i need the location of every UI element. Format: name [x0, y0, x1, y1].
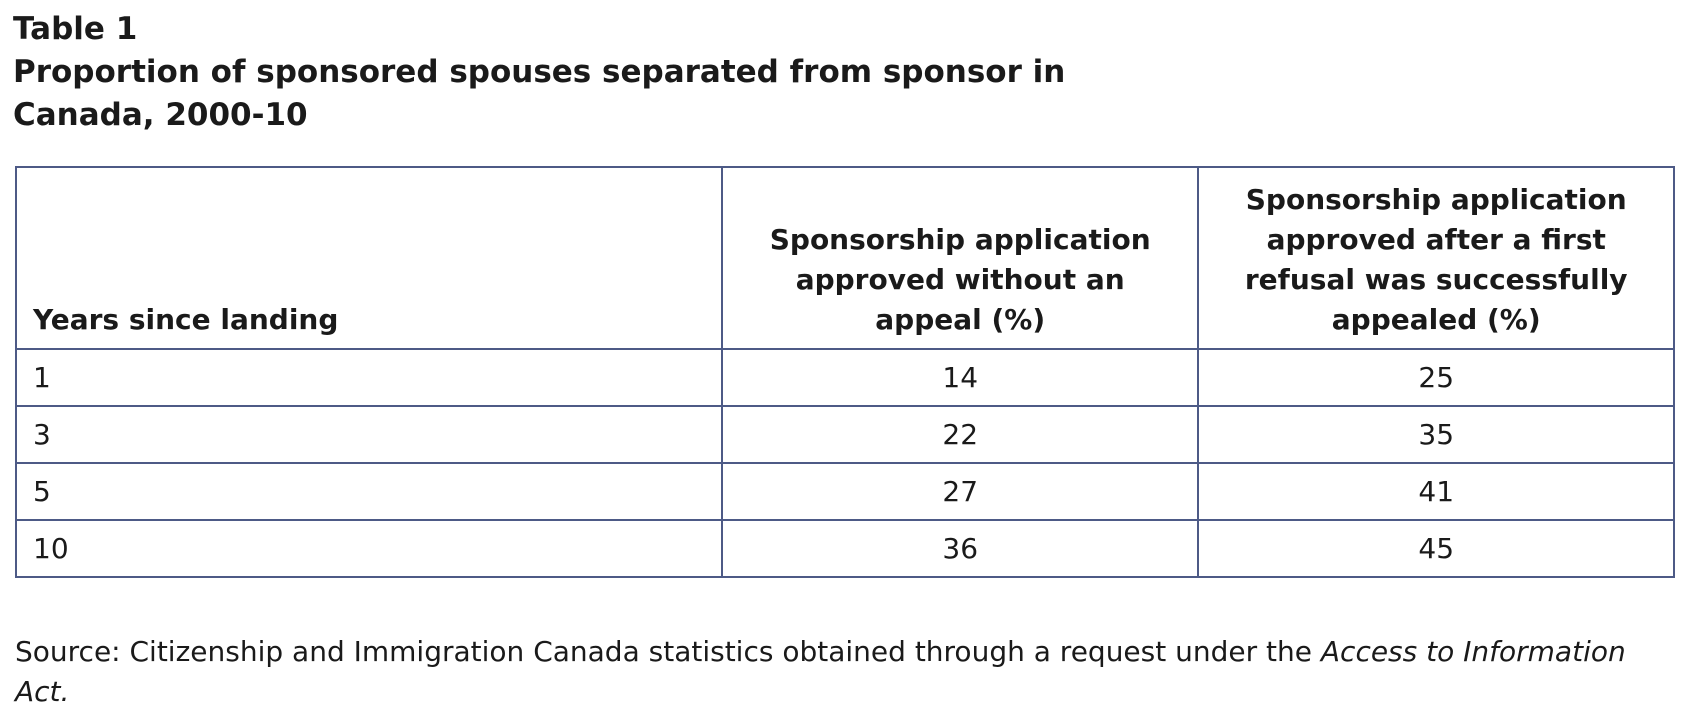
table-cell: 10: [15, 519, 723, 578]
table-row: 10 36 45: [15, 519, 1675, 578]
table-cell: 14: [720, 348, 1200, 407]
table-row: 5 27 41: [15, 462, 1675, 521]
table-cell: 5: [15, 462, 723, 521]
table-cell: 25: [1197, 348, 1675, 407]
table-label: Table 1: [13, 11, 138, 47]
table-body: 1 14 25 3 22 35 5 27 41 10 36 45: [15, 348, 1675, 578]
source-note: Source: Citizenship and Immigration Cana…: [15, 632, 1675, 712]
source-italic: Access to Information Act.: [15, 635, 1626, 708]
table-row: 3 22 35: [15, 405, 1675, 464]
table-cell: 36: [720, 519, 1200, 578]
header-cell: Sponsorship application approved after a…: [1197, 166, 1675, 350]
header-row: Years since landing Sponsorship applicati…: [15, 166, 1675, 350]
table-cell: 35: [1197, 405, 1675, 464]
header-cell: Years since landing: [15, 166, 723, 350]
table-cell: 1: [15, 348, 723, 407]
header-cell: Sponsorship application approved without…: [720, 166, 1200, 350]
table-cell: 41: [1197, 462, 1675, 521]
table-cell: 45: [1197, 519, 1675, 578]
table-cell: 27: [720, 462, 1200, 521]
title-block: Table 1 Proportion of sponsored spouses …: [13, 8, 1163, 137]
table-cell: 3: [15, 405, 723, 464]
source-text: Source: Citizenship and Immigration Cana…: [15, 635, 1312, 668]
data-table: Years since landing Sponsorship applicati…: [15, 166, 1675, 578]
table-row: 1 14 25: [15, 348, 1675, 407]
table-cell: 22: [720, 405, 1200, 464]
table-title: Proportion of sponsored spouses separate…: [13, 54, 1066, 133]
